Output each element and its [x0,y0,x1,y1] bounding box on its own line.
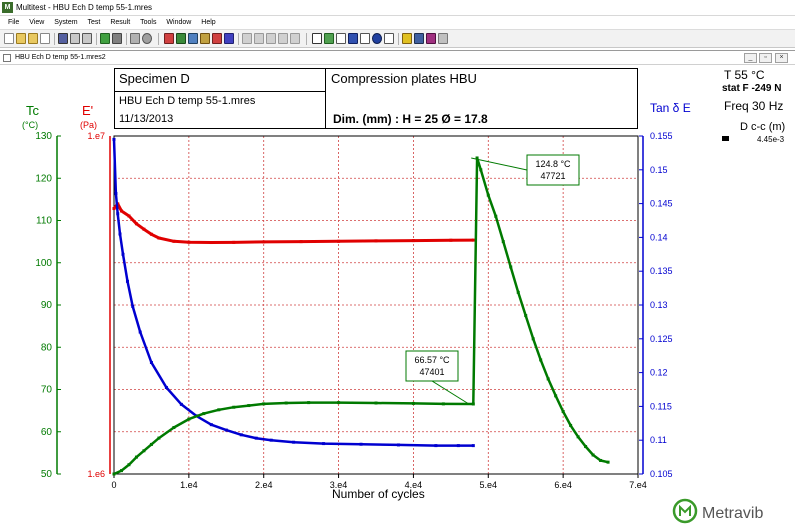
table-icon[interactable] [336,33,346,44]
menu-window[interactable]: Window [166,19,192,26]
date-label: 11/13/2013 [119,113,174,125]
graph-icon[interactable] [312,33,322,44]
print-icon[interactable] [70,33,80,44]
open-folder-icon[interactable] [16,33,26,44]
menu-view[interactable]: View [29,19,45,26]
document-icon[interactable] [40,33,50,44]
document-icon [3,54,11,62]
chart-green-icon[interactable] [176,33,186,44]
document-title-bar: HBU Ech D temp 55-1.mres2 _ ▫ × [0,51,795,65]
menu-result[interactable]: Result [110,19,131,26]
menu-file[interactable]: File [8,19,20,26]
play-icon[interactable] [242,33,252,44]
specimen-label: Specimen D [119,71,190,86]
check-icon[interactable] [324,33,334,44]
disk-icon[interactable] [348,33,358,44]
search-icon[interactable] [414,33,424,44]
dcc-value: 4.45e-3 [757,135,785,144]
step-icon[interactable] [278,33,288,44]
logo-text: Metravib [702,505,763,522]
info-icon[interactable] [130,33,140,44]
info-box: Specimen D HBU Ech D temp 55-1.mres 11/1… [114,68,638,129]
record-icon[interactable] [212,33,222,44]
temperature-label: T 55 °C [724,68,765,82]
close-button[interactable]: × [775,53,788,63]
new-file-icon[interactable] [4,33,14,44]
menu-bar: File View System Test Result Tools Windo… [0,16,795,29]
test-name-label: Compression plates HBU [331,71,477,86]
print-preview-icon[interactable] [82,33,92,44]
menu-test[interactable]: Test [87,19,101,26]
logo-mark-icon [679,504,691,516]
about-icon[interactable] [372,33,382,44]
tool-icon[interactable] [112,33,122,44]
signal-icon[interactable] [224,33,234,44]
app-title-bar: M Multitest - HBU Ech D temp 55-1.mres [0,0,795,16]
document-title: HBU Ech D temp 55-1.mres2 [15,54,106,61]
measure-icon[interactable] [164,33,174,44]
static-force-label: stat F -249 N [722,83,782,94]
list-icon[interactable] [360,33,370,44]
save-icon[interactable] [58,33,68,44]
app-title: Multitest - HBU Ech D temp 55-1.mres [16,3,153,12]
options-icon[interactable] [438,33,448,44]
fast-forward-icon[interactable] [290,33,300,44]
logo-circle-icon [672,498,698,524]
frequency-label: Freq 30 Hz [724,99,784,113]
diamond-icon[interactable] [426,33,436,44]
open-recent-icon[interactable] [28,33,38,44]
stop-icon[interactable] [266,33,276,44]
legend-marker [722,136,729,141]
file-name-label: HBU Ech D temp 55-1.mres [119,95,256,107]
help-icon[interactable] [402,33,412,44]
menu-tools[interactable]: Tools [140,19,157,26]
document-window: HBU Ech D temp 55-1.mres2 _ ▫ × [0,50,795,530]
restore-button[interactable]: ▫ [759,53,772,63]
chart-blue-icon[interactable] [188,33,198,44]
sample-icon[interactable] [200,33,210,44]
dimensions-label: Dim. (mm) : H = 25 Ø = 17.8 [333,112,488,126]
toolbar [0,29,795,48]
pause-icon[interactable] [254,33,264,44]
app-icon: M [2,2,13,13]
minimize-button[interactable]: _ [744,53,757,63]
menu-help[interactable]: Help [201,19,216,26]
menu-system[interactable]: System [54,19,78,26]
clock-icon[interactable] [142,33,152,44]
key-icon[interactable] [100,33,110,44]
metravib-logo: Metravib [672,498,790,526]
dcc-label: D c-c (m) [740,121,786,133]
page-icon[interactable] [384,33,394,44]
